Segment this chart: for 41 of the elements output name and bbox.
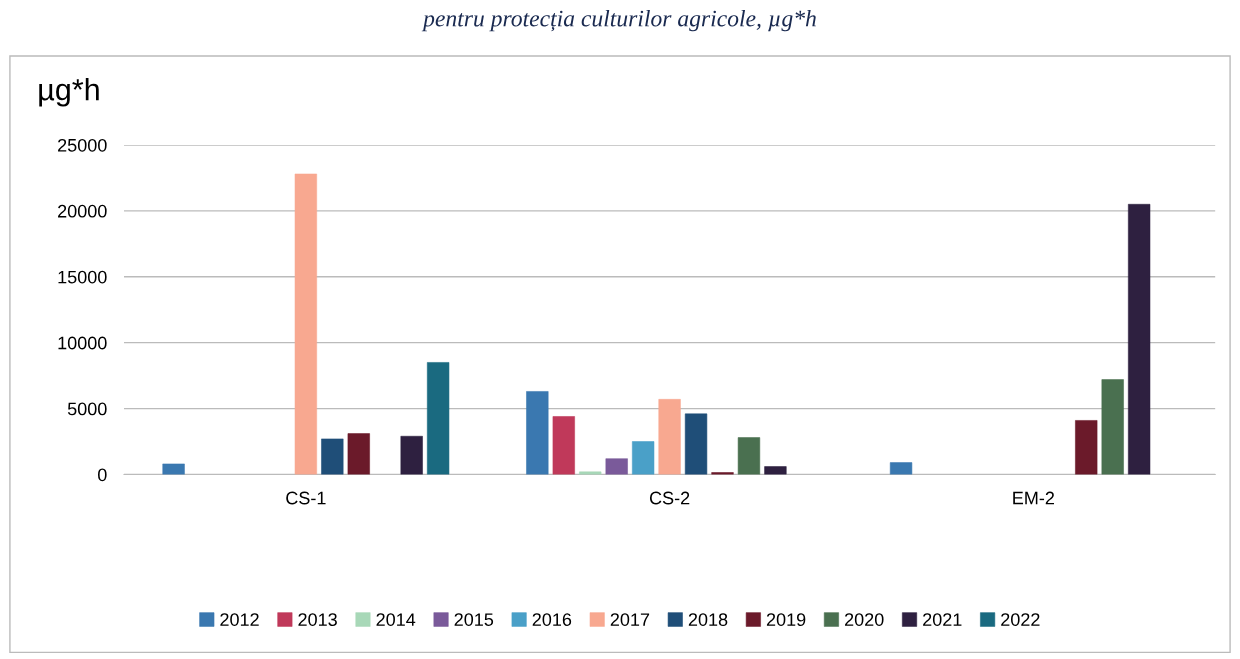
y-tick-label: 0	[98, 468, 107, 482]
bar	[294, 173, 317, 475]
y-tick-label: 15000	[58, 270, 107, 284]
legend-label: 2018	[688, 613, 728, 626]
bar	[162, 463, 185, 475]
bar	[632, 441, 655, 475]
legend-label: 2020	[844, 613, 884, 626]
x-tick-label: EM-2	[1013, 491, 1054, 505]
legend-label: 2017	[610, 613, 650, 626]
y-tick-label: 20000	[58, 204, 107, 218]
bar	[579, 471, 602, 475]
x-tick-label: CS-1	[286, 491, 326, 505]
bar	[684, 413, 708, 475]
legend-label: 2012	[220, 613, 259, 626]
bar	[552, 416, 575, 475]
y-tick-label: 5000	[67, 402, 107, 416]
y-tick-label: 25000	[58, 138, 107, 152]
bar	[400, 435, 423, 475]
bar	[526, 391, 549, 475]
legend-label: 2014	[376, 613, 416, 626]
legend-label: 2013	[298, 613, 337, 626]
y-tick-label: 10000	[58, 336, 107, 350]
bar	[321, 438, 344, 475]
bar	[1128, 204, 1151, 475]
bar	[347, 433, 370, 475]
x-tick-label: CS-2	[649, 491, 690, 505]
bar	[427, 362, 450, 475]
legend-label: 2019	[766, 613, 806, 626]
bar	[889, 462, 913, 475]
y-axis-title: µg*h	[39, 78, 99, 107]
chart-title: pentru protecția culturilor agricole, µg*h	[421, 9, 816, 32]
bar	[605, 458, 628, 475]
legend-label: 2021	[923, 613, 962, 626]
bar	[658, 399, 681, 475]
legend-label: 2016	[532, 613, 572, 626]
legend-label: 2015	[454, 613, 494, 626]
bar	[764, 466, 787, 475]
bar	[1101, 379, 1124, 475]
legend-label: 2022	[1001, 613, 1040, 626]
bar	[1075, 420, 1098, 475]
bar	[737, 437, 761, 475]
